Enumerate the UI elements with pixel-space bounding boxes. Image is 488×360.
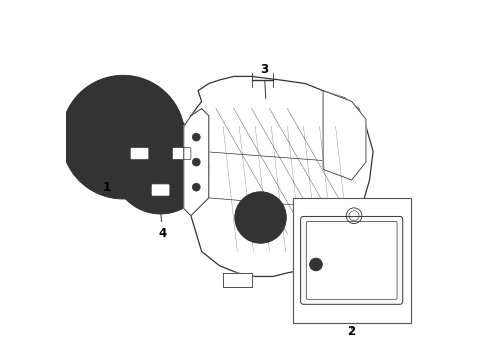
Polygon shape [190,76,372,276]
Polygon shape [323,91,365,180]
Circle shape [103,159,112,168]
Circle shape [192,133,200,141]
Circle shape [192,183,200,191]
Circle shape [152,158,168,174]
Circle shape [234,192,285,243]
FancyBboxPatch shape [300,216,402,304]
Bar [292,198,410,323]
Circle shape [112,117,208,214]
Circle shape [192,158,200,166]
Circle shape [129,193,133,197]
FancyBboxPatch shape [151,184,169,196]
Polygon shape [223,273,251,287]
Circle shape [61,75,184,199]
Text: 2: 2 [347,325,355,338]
Circle shape [200,163,204,168]
Polygon shape [183,109,208,216]
Circle shape [88,133,97,141]
Circle shape [116,163,121,168]
Circle shape [158,205,163,210]
Circle shape [187,134,192,138]
Text: 3: 3 [260,63,267,99]
Circle shape [103,107,112,115]
Text: 4: 4 [158,211,166,240]
Text: 1: 1 [102,158,112,194]
Circle shape [134,159,142,168]
Circle shape [149,133,157,141]
Circle shape [129,134,133,138]
FancyBboxPatch shape [172,148,190,159]
Circle shape [187,193,192,197]
FancyBboxPatch shape [305,221,396,299]
FancyBboxPatch shape [130,148,148,159]
Circle shape [309,258,322,271]
Circle shape [158,122,163,126]
Circle shape [134,107,142,115]
